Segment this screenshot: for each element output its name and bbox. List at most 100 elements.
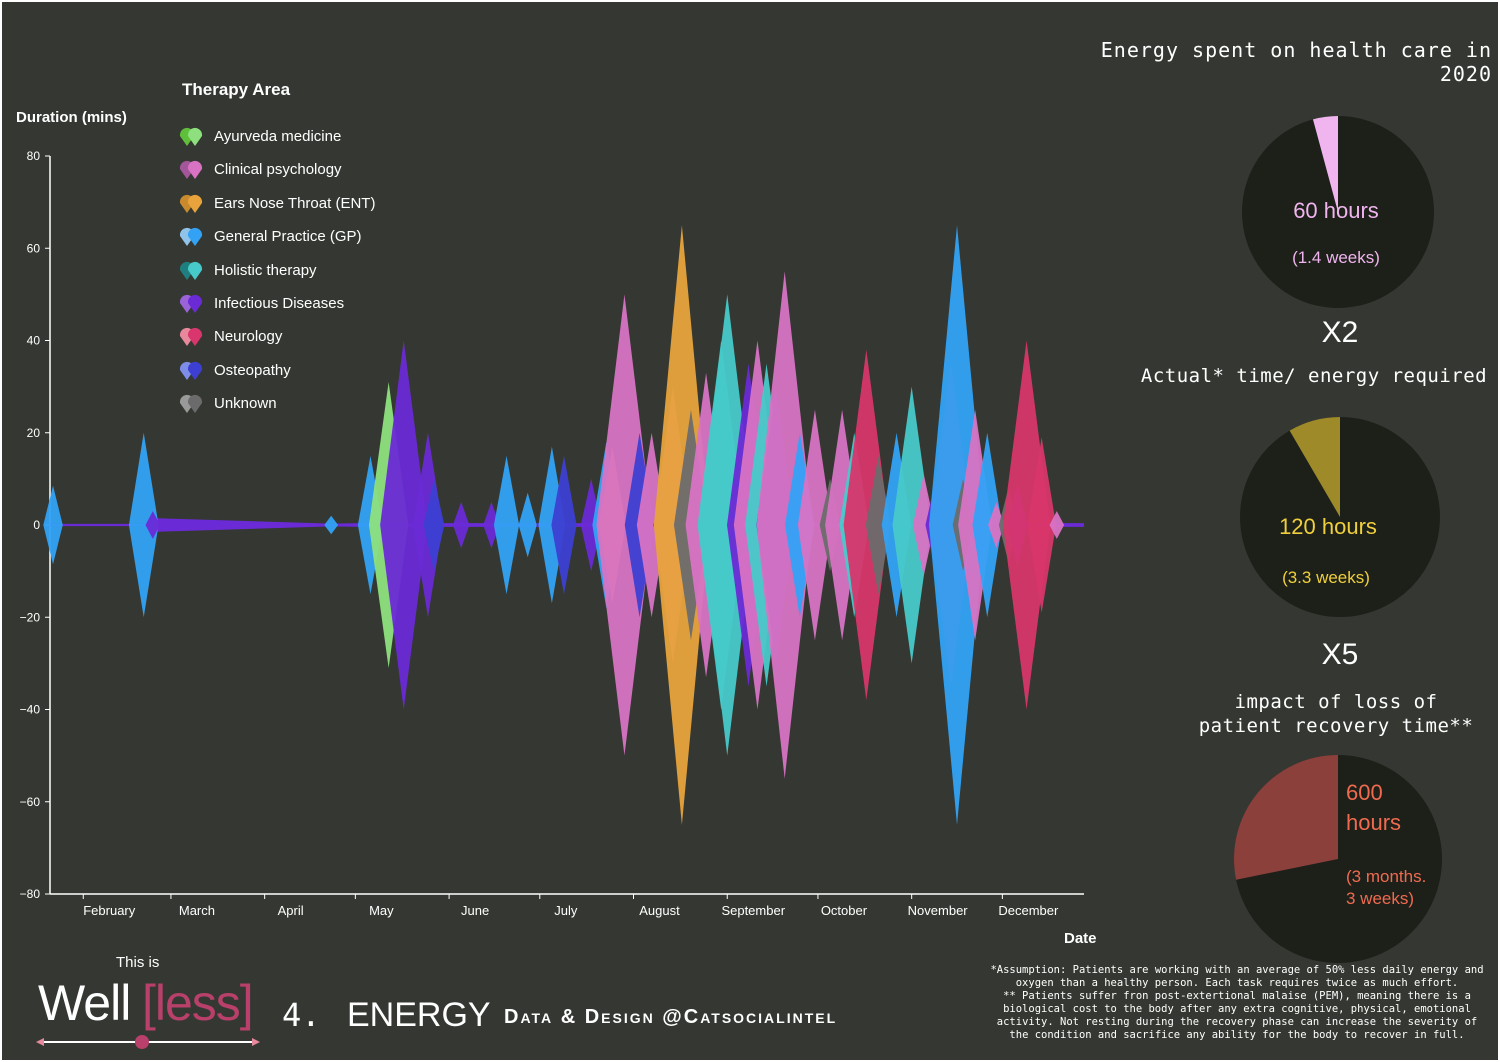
pie-3-sub-line-2: 3 weeks): [1346, 889, 1415, 908]
stream-spike: [452, 501, 470, 549]
legend-item: Neurology: [172, 322, 432, 352]
legend-title: Therapy Area: [182, 80, 291, 99]
y-tick-label: 0: [33, 518, 40, 532]
x-tick-label: March: [179, 903, 215, 918]
stream-spike: [1049, 511, 1065, 539]
pie-2-sub: (3.3 weeks): [1282, 568, 1370, 587]
legend-swatch-icon: [179, 361, 203, 380]
stream-spike: [756, 271, 813, 779]
legend-label: Ears Nose Throat (ENT): [214, 194, 376, 212]
pie-3-hours-line-1: 600: [1346, 780, 1383, 805]
caption-2-line-2: patient recovery time**: [1198, 715, 1474, 737]
legend-swatch-icon: [179, 294, 203, 313]
summary-pies: [1233, 116, 1442, 963]
footnote: *Assumption: Patients are working with a…: [982, 964, 1492, 1042]
footnote-line-5: activity. Not resting during the recover…: [996, 1016, 1478, 1028]
stream-spike: [551, 455, 577, 595]
this-is-label: This is: [116, 954, 160, 971]
x-tick-label: August: [639, 903, 680, 918]
section-name: ENERGY: [347, 996, 491, 1034]
y-tick-label: 40: [27, 334, 41, 348]
multiplier-2: X5: [1321, 638, 1359, 671]
legend-label: Clinical psychology: [214, 161, 342, 179]
footnote-line-4: biological cost to the body after any ex…: [1003, 1003, 1471, 1015]
stream-spike: [380, 340, 428, 710]
stream-spike: [892, 386, 931, 664]
stream-spike: [865, 455, 892, 595]
x-tick-label: November: [908, 903, 969, 918]
legend-item: Infectious Diseases: [172, 289, 432, 319]
x-tick-label: October: [821, 903, 868, 918]
pie-3-hours: 600 hours: [1346, 778, 1401, 838]
legend-label: Osteopathy: [214, 361, 291, 379]
pie-3-hours-line-2: hours: [1346, 810, 1402, 835]
x-tick-label: May: [369, 903, 394, 918]
stream-spike: [972, 432, 1003, 618]
pie-2-hours: 120 hours: [1279, 514, 1377, 539]
legend-item: Holistic therapy: [172, 256, 432, 286]
y-tick-label: 20: [27, 426, 41, 440]
logo-well-text: Well: [38, 975, 131, 1031]
logo-underline-icon: [36, 1035, 260, 1049]
stream-spike: [797, 409, 832, 641]
y-tick-label: −40: [20, 703, 41, 717]
stream-spike: [324, 515, 339, 535]
legend-label: Neurology: [214, 328, 283, 346]
streamgraph-chart: 80 60 40 20 0 −20 −40 −60 −80 February March April M…: [20, 149, 1084, 918]
multiplier-1: X2: [1321, 316, 1359, 349]
section-number: 4.: [282, 996, 321, 1034]
stream-spike: [493, 455, 520, 595]
legend-item: Ayurveda medicine: [172, 122, 432, 152]
x-tick-label: July: [554, 903, 578, 918]
pie-3-slice: [1233, 755, 1338, 880]
credit-text: Data & Design @Catsocialintel: [504, 1006, 838, 1028]
footnote-line-3: ** Patients suffer fron post-extertional…: [1003, 990, 1471, 1002]
pie-3-sub-line-1: (3 months.: [1346, 867, 1427, 886]
pie-1-hours: 60 hours: [1293, 198, 1379, 223]
stream-spike: [596, 294, 653, 756]
logo-less-text: [less]: [142, 975, 254, 1031]
legend-label: Unknown: [214, 395, 277, 413]
legend-swatch-icon: [179, 261, 203, 280]
legend-swatch-icon: [179, 228, 203, 247]
y-tick-label: −80: [20, 887, 41, 901]
legend-item: Unknown: [172, 389, 432, 419]
legend-swatch-icon: [179, 161, 203, 180]
stream-spike: [988, 501, 1005, 549]
y-tick-label: 80: [27, 149, 41, 163]
legend-label: Holistic therapy: [214, 261, 317, 279]
pie-3-sub: (3 months. 3 weeks): [1346, 866, 1426, 910]
y-tick-label: −60: [20, 795, 41, 809]
x-tick-label: June: [461, 903, 489, 918]
footnote-line-2: oxygen than a healthy person. Each task …: [1015, 977, 1459, 989]
x-tick-label: February: [83, 903, 136, 918]
legend-label: Ayurveda medicine: [214, 128, 342, 145]
legend-swatch-icon: [179, 194, 203, 213]
legend-label: General Practice (GP): [214, 228, 362, 246]
stream-spike: [1027, 437, 1057, 613]
stream-spike: [518, 492, 537, 558]
legend-swatch-icon: [179, 328, 203, 347]
y-tick-label: 60: [27, 241, 41, 255]
legend-swatch-icon: [179, 395, 203, 414]
pie-2-slice: [1289, 417, 1340, 517]
footnote-line-1: *Assumption: Patients are working with a…: [990, 964, 1484, 976]
pie-1-sub: (1.4 weeks): [1292, 248, 1380, 267]
x-axis-label: Date: [1064, 930, 1097, 947]
pie-1-slice: [1312, 116, 1338, 212]
x-tick-label: September: [721, 903, 785, 918]
legend-item: General Practice (GP): [172, 222, 432, 252]
stream-spike: [43, 485, 63, 565]
footnote-line-6: the condition and sacrifice any ability …: [1009, 1029, 1465, 1041]
legend-item: Osteopathy: [172, 356, 432, 386]
legend-item: Clinical psychology: [172, 155, 432, 185]
legend-label: Infectious Diseases: [214, 295, 345, 312]
stream-spike: [1002, 340, 1051, 710]
caption-1: Actual* time/ energy required: [1140, 365, 1488, 387]
stream-spike: [912, 474, 935, 576]
y-tick-label: −20: [20, 610, 41, 624]
stream-spike: [423, 478, 445, 572]
stream-spike: [145, 511, 161, 539]
page-title: Energy spent on health care in 2020: [1100, 38, 1492, 86]
